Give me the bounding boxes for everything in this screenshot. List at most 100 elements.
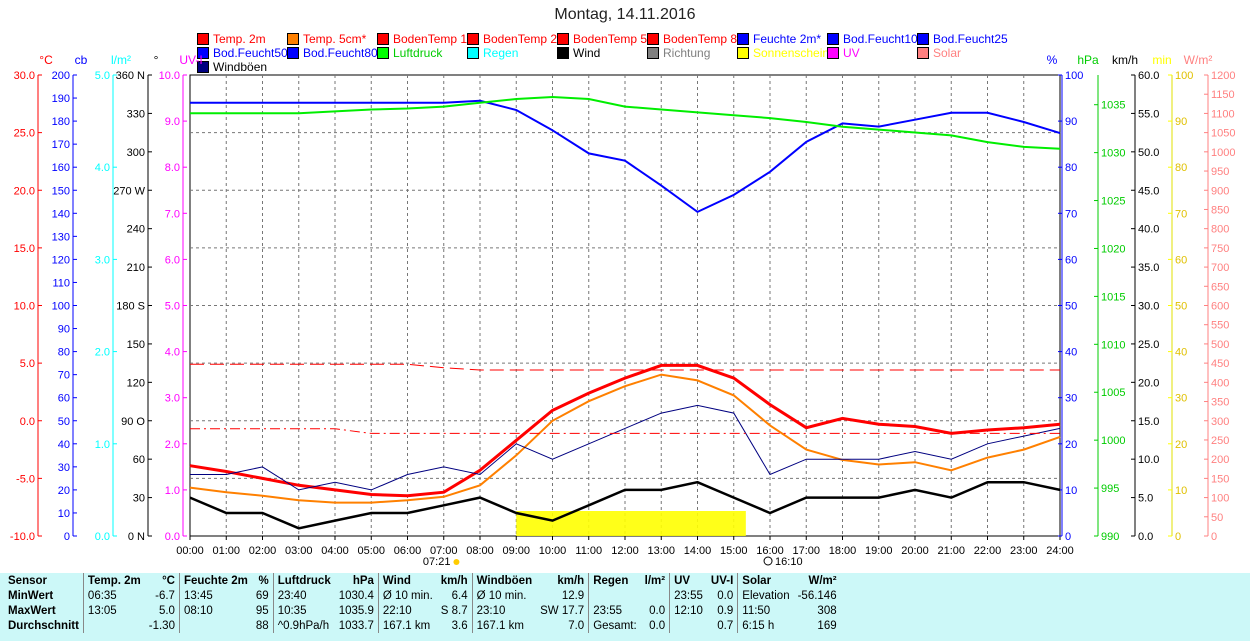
axis-tick-label: 0	[1175, 531, 1181, 543]
axis-tick-label: 90 O	[121, 416, 145, 428]
legend-item: UV	[827, 46, 860, 60]
table-cell: 12.9	[561, 589, 585, 602]
x-tick-label: 16:00	[756, 545, 784, 557]
table-cell: S 8.7	[440, 604, 468, 617]
x-tick-label: 19:00	[865, 545, 893, 557]
axis-tick-label: 4.0	[95, 162, 110, 174]
series-bodentemp-25	[190, 363, 1060, 371]
table-cell: 1030.4	[338, 589, 374, 602]
axis-tick-label: 25.0	[1138, 339, 1159, 351]
x-tick-label: 17:00	[792, 545, 820, 557]
axis-tick-label: 90	[1175, 116, 1187, 128]
table-cell: 23:10	[471, 603, 537, 618]
axis-tick-label: 400	[1211, 377, 1229, 389]
axis-unit-label: °C	[39, 53, 53, 67]
chart-title: Montag, 14.11.2016	[554, 6, 696, 23]
table-cell: Elevation	[737, 588, 794, 603]
x-tick-label: 22:00	[974, 545, 1002, 557]
axis-unit-label: min	[1152, 53, 1171, 67]
legend-item: Richtung	[647, 46, 710, 60]
axis-tick-label: 700	[1211, 262, 1229, 274]
axis-tick-label: 10.0	[14, 301, 35, 313]
axis-tick-label: 50	[1211, 512, 1223, 524]
legend-swatch	[737, 47, 749, 59]
sunrise-time: 07:21	[423, 556, 451, 568]
x-tick-label: 07:00	[430, 545, 458, 557]
axis-tick-label: -10.0	[10, 531, 35, 543]
legend-label: Bod.Feucht10	[843, 32, 918, 46]
legend-swatch	[827, 47, 839, 59]
axis-tick-label: 30.0	[1138, 301, 1159, 313]
axis-tick-label: 750	[1211, 243, 1229, 255]
axis-tick-label: 40	[1175, 347, 1187, 359]
legend-label: Temp. 2m	[213, 32, 266, 46]
axis-tick-label: 900	[1211, 185, 1229, 197]
x-tick-label: 23:00	[1010, 545, 1038, 557]
axis-tick-label: 150	[1211, 473, 1229, 485]
legend-item: Bod.Feucht50	[197, 46, 288, 60]
legend-swatch	[917, 33, 929, 45]
legend-swatch	[737, 33, 749, 45]
table-cell: 308	[817, 604, 837, 617]
axis-tick-label: 4.0	[165, 347, 180, 359]
axis-tick-label: 20.0	[14, 185, 35, 197]
axis-unit-label: cb	[75, 53, 88, 67]
legend-label: UV	[843, 46, 860, 60]
table-cell: 23:55	[588, 603, 641, 618]
axis-tick-label: 160	[52, 162, 70, 174]
legend-swatch	[467, 33, 479, 45]
axis-tick-label: 130	[52, 231, 70, 243]
axis-tick-label: 100	[1211, 493, 1229, 505]
axis-tick-label: 15.0	[1138, 416, 1159, 428]
axis-tick-label: 35.0	[1138, 262, 1159, 274]
axis-tick-label: 6.0	[165, 254, 180, 266]
legend-label: Bod.Feucht80	[303, 46, 378, 60]
axis-tick-label: 1.0	[95, 439, 110, 451]
column-header: Feuchte 2m	[178, 573, 252, 588]
legend-label: Wind	[573, 46, 601, 60]
axis-tick-label: 1000	[1211, 147, 1235, 159]
axis-tick-label: 150	[52, 185, 70, 197]
legend-item: Solar	[917, 46, 961, 60]
legend-item: BodenTemp 50	[557, 32, 654, 46]
table-cell: 7.0	[568, 619, 585, 632]
sunrise-icon	[453, 559, 460, 565]
axis-tick-label: 60	[58, 393, 70, 405]
table-cell: 167.1 km	[377, 618, 437, 633]
legend-swatch	[557, 33, 569, 45]
axis-tick-label: 100	[1065, 70, 1083, 82]
legend-swatch	[557, 47, 569, 59]
legend-swatch	[467, 47, 479, 59]
axis-tick-label: 200	[1211, 454, 1229, 466]
axis-tick-label: 50	[1065, 301, 1077, 313]
table-row: MinWert 06:35 -6.7 13:45 69 23:40 1030.4 Ø 10 m…	[4, 588, 841, 603]
table-cell: 6.4	[451, 589, 468, 602]
axis-tick-label: 5.0	[1138, 493, 1153, 505]
table-header: Sensor Temp. 2m °C Feuchte 2m% Luftdruck hPa W…	[4, 573, 841, 588]
axis-tick-label: 1025	[1101, 196, 1125, 208]
axis-tick-label: 50.0	[1138, 147, 1159, 159]
sunset-icon	[763, 556, 773, 566]
axis-tick-label: 0.0	[20, 416, 35, 428]
legend-item: Sonnenschein	[737, 46, 829, 60]
axis-unit-label: hPa	[1077, 53, 1099, 67]
table-cell: 0.9	[717, 604, 734, 617]
axis-tick-label: 7.0	[165, 208, 180, 220]
axis-tick-label: 10.0	[159, 70, 180, 82]
axis-tick-label: 1150	[1211, 89, 1235, 101]
axis-tick-label: 1100	[1211, 108, 1235, 120]
legend-item: BodenTemp 25	[467, 32, 564, 46]
x-tick-label: 02:00	[249, 545, 277, 557]
axis-tick-label: 0.0	[95, 531, 110, 543]
legend-item: Regen	[467, 46, 518, 60]
legend-swatch	[647, 47, 659, 59]
table-cell: 5.0	[158, 604, 175, 617]
axis-tick-label: 40.0	[1138, 224, 1159, 236]
x-tick-label: 12:00	[611, 545, 639, 557]
table-cell: 69	[255, 589, 269, 602]
axis-tick-label: 20	[1065, 439, 1077, 451]
axis-tick-label: 850	[1211, 204, 1229, 216]
legend-swatch	[647, 33, 659, 45]
axis-tick-label: 0 N	[128, 531, 145, 543]
table-cell: 0.0	[717, 589, 734, 602]
